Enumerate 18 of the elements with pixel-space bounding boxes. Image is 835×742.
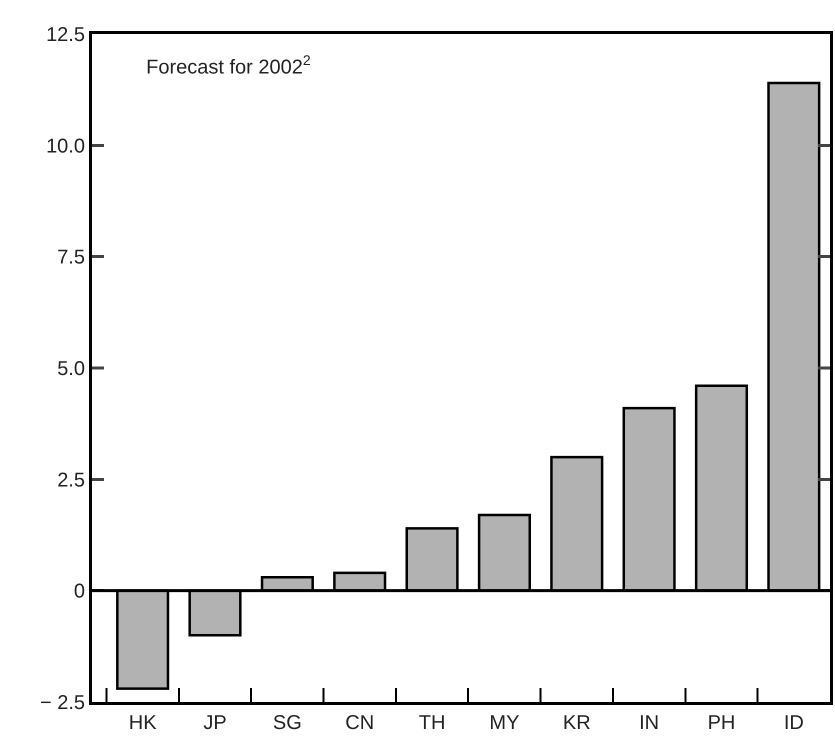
x-tick-label: JP — [203, 712, 227, 734]
y-tick-label: 7.5 — [57, 246, 85, 269]
y-tick-label: 2.5 — [57, 469, 85, 492]
x-tick-label: SG — [272, 712, 302, 734]
x-tick-label: TH — [418, 712, 446, 734]
y-tick-label: − 2.5 — [40, 692, 85, 714]
x-tick-label: KR — [562, 712, 591, 734]
x-tick-label: HK — [128, 712, 158, 734]
y-tick-label: 5.0 — [57, 358, 85, 380]
text: Forecast for 2002$^{2}$ — [146, 52, 311, 78]
y-tick-label: 10.0 — [46, 135, 85, 158]
x-tick-label: CN — [345, 712, 374, 734]
x-tick-label: ID — [784, 712, 804, 734]
y-tick-label: 12.5 — [46, 24, 85, 46]
x-tick-label: MY — [489, 712, 520, 734]
y-tick-label: 0 — [74, 580, 85, 603]
x-tick-label: IN — [639, 712, 660, 734]
x-tick-label: PH — [708, 712, 736, 734]
